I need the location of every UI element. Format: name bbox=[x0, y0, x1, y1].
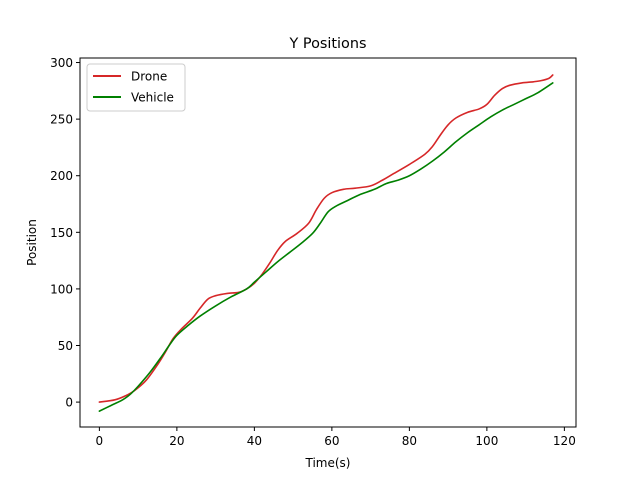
series-layer bbox=[98, 74, 554, 412]
y-tick-label: 150 bbox=[50, 226, 73, 240]
plot-frame bbox=[79, 57, 577, 428]
x-axis-label: Time(s) bbox=[305, 456, 351, 470]
legend-label-vehicle: Vehicle bbox=[131, 91, 174, 105]
ticks-layer: 0 20 40 60 80 100 120 0 50 100 150 200 250 300 bbox=[50, 56, 576, 448]
x-tick-label: 20 bbox=[169, 434, 184, 448]
x-tick-label: 40 bbox=[247, 434, 262, 448]
series-line-vehicle bbox=[98, 82, 554, 412]
legend: Drone Vehicle bbox=[86, 63, 186, 112]
legend-label-drone: Drone bbox=[131, 70, 167, 84]
y-tick-label: 50 bbox=[58, 339, 73, 353]
x-tick-label: 0 bbox=[96, 434, 104, 448]
y-tick-label: 300 bbox=[50, 56, 73, 70]
plot-area bbox=[80, 58, 576, 427]
x-tick-label: 120 bbox=[553, 434, 576, 448]
x-tick-label: 80 bbox=[402, 434, 417, 448]
x-tick-label: 60 bbox=[324, 434, 339, 448]
y-axis-label: Position bbox=[25, 219, 39, 266]
x-tick-label: 100 bbox=[475, 434, 498, 448]
y-tick-label: 200 bbox=[50, 169, 73, 183]
chart-title: Y Positions bbox=[289, 36, 367, 52]
series-line-drone bbox=[98, 74, 554, 403]
y-tick-label: 0 bbox=[65, 396, 73, 410]
y-tick-label: 250 bbox=[50, 113, 73, 127]
y-tick-label: 100 bbox=[50, 282, 73, 296]
